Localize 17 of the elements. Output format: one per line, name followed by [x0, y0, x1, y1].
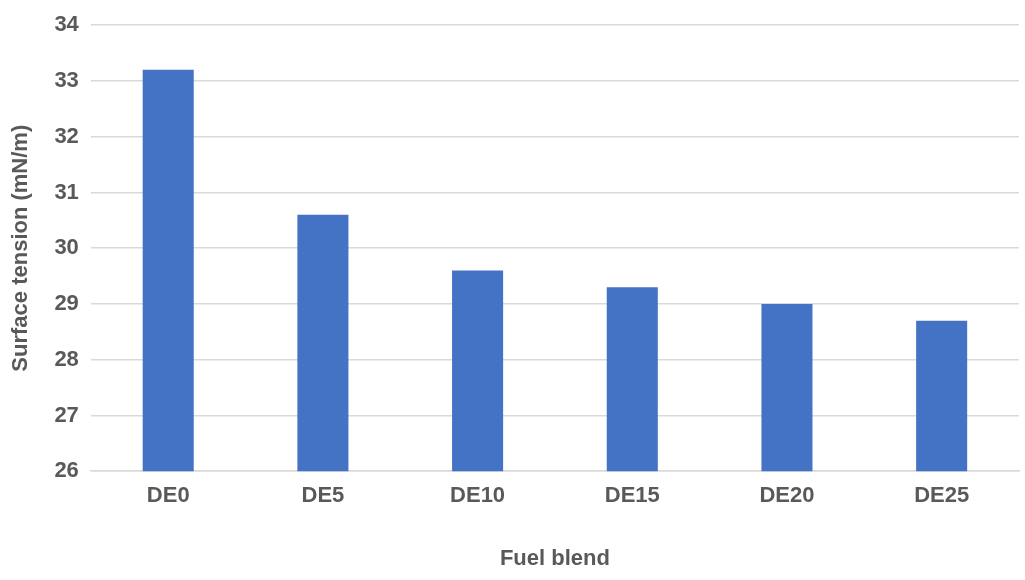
y-tick-label: 31	[54, 178, 79, 204]
x-tick-label: DE5	[301, 482, 345, 508]
x-tick-label: DE25	[914, 482, 970, 508]
y-axis-title: Surface tension (mN/m)	[7, 124, 33, 372]
y-tick-label: 34	[54, 11, 80, 37]
x-tick-label: DE0	[146, 482, 190, 508]
y-tick-label: 30	[54, 234, 79, 260]
y-tick-label: 27	[54, 401, 79, 427]
y-tick-label: 33	[54, 67, 79, 93]
x-tick-label: DE10	[450, 482, 506, 508]
y-tick-label: 28	[54, 345, 79, 371]
x-tick-label: DE20	[759, 482, 815, 508]
y-tick-label: 32	[54, 122, 79, 148]
x-tick-label: DE15	[604, 482, 660, 508]
x-axis-title: Fuel blend	[499, 544, 610, 570]
y-tick-label: 29	[54, 290, 79, 316]
y-tick-label: 26	[54, 457, 79, 483]
